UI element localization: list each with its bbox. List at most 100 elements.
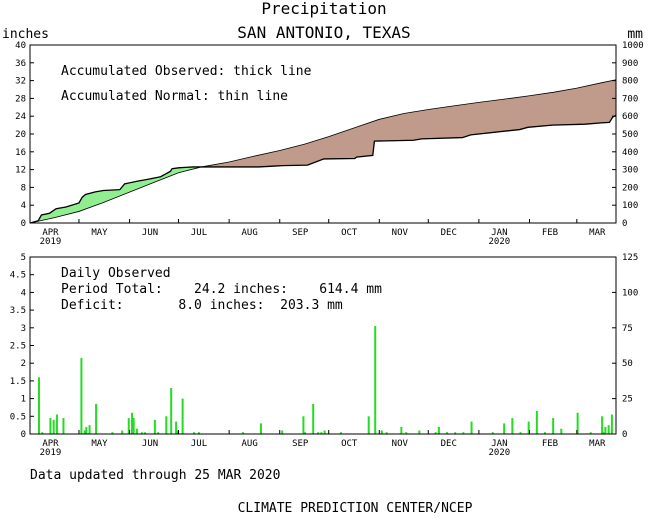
daily-bar: [323, 430, 326, 434]
data-updated-note: Data updated through 25 MAR 2020: [30, 468, 280, 483]
year-label: 2019: [40, 237, 62, 247]
y-tick-label-left: 0: [21, 430, 26, 440]
y-tick-label-right: 50: [622, 359, 633, 369]
month-label: APR: [42, 228, 59, 238]
daily-bar: [400, 426, 403, 434]
year-label: 2020: [489, 237, 511, 247]
daily-bar: [55, 414, 58, 434]
daily-bar: [589, 432, 592, 434]
y-tick-label-left: 0.5: [10, 412, 26, 422]
y-tick-label-left: 4: [21, 288, 26, 298]
month-label: JUL: [191, 439, 207, 449]
daily-bar: [175, 421, 178, 434]
daily-bar: [367, 416, 370, 434]
daily-bar: [95, 403, 98, 434]
daily-bar: [576, 412, 579, 434]
daily-bar: [491, 432, 494, 434]
daily-bar: [242, 432, 245, 434]
daily-bar: [304, 432, 307, 434]
month-label: OCT: [341, 228, 358, 238]
daily-heading: Daily Observed: [61, 266, 171, 281]
month-label: FEB: [542, 228, 558, 238]
month-label: FEB: [542, 439, 558, 449]
year-label: 2019: [40, 448, 62, 458]
daily-bar: [610, 414, 613, 434]
month-label: SEP: [292, 228, 309, 238]
daily-bar: [385, 432, 388, 434]
y-tick-label-left: 36: [15, 59, 26, 69]
accumulated-axes: 0481216202428323640010020030040050060070…: [15, 41, 644, 247]
daily-bar: [49, 418, 52, 434]
daily-bar: [121, 430, 124, 434]
daily-bar: [281, 430, 284, 434]
daily-bar: [320, 432, 323, 434]
daily-bar: [535, 410, 538, 434]
y-tick-label-left: 24: [15, 112, 26, 122]
daily-bar: [127, 418, 130, 434]
y-tick-label-left: 5: [21, 253, 26, 263]
daily-bar: [527, 421, 530, 434]
y-tick-label-right: 600: [622, 112, 638, 122]
left-unit-label: inches: [2, 27, 49, 42]
month-label: AUG: [241, 439, 257, 449]
daily-bar: [176, 430, 179, 434]
month-label: JUL: [191, 228, 207, 238]
month-label: MAR: [589, 228, 606, 238]
daily-bar: [83, 430, 86, 434]
month-label: JUN: [142, 439, 158, 449]
daily-bar: [602, 432, 605, 434]
month-label: MAY: [91, 228, 108, 238]
daily-bar: [153, 419, 156, 434]
daily-bar: [52, 419, 55, 434]
right-unit-label: mm: [627, 27, 643, 42]
month-label: MAY: [91, 439, 108, 449]
y-tick-label-left: 16: [15, 148, 26, 158]
daily-bar: [434, 432, 437, 434]
y-tick-label-right: 75: [622, 324, 633, 334]
month-label: SEP: [292, 439, 309, 449]
daily-bar: [170, 387, 173, 434]
daily-bar: [144, 432, 147, 434]
daily-bar: [259, 423, 262, 434]
daily-bar: [312, 403, 315, 434]
y-tick-label-right: 125: [622, 253, 638, 263]
y-tick-label-left: 3.5: [10, 306, 26, 316]
daily-bar: [462, 432, 465, 434]
daily-bar: [37, 377, 40, 434]
daily-bar: [560, 428, 563, 434]
y-tick-label-right: 100: [622, 201, 638, 211]
daily-bar: [511, 418, 514, 434]
accumulated-panel: 0481216202428323640010020030040050060070…: [15, 41, 644, 247]
period-total: Period Total: 24.2 inches: 614.4 mm: [61, 282, 382, 297]
month-label: JAN: [491, 439, 507, 449]
daily-axes: 00.511.522.533.544.550255075100125APR201…: [10, 253, 639, 458]
daily-bar: [88, 425, 91, 434]
y-tick-label-left: 12: [15, 166, 26, 176]
daily-bar: [140, 432, 143, 434]
daily-bar: [374, 326, 377, 434]
month-label: AUG: [241, 228, 257, 238]
daily-bar: [601, 416, 604, 434]
month-label: DEC: [441, 439, 457, 449]
chart-title: Precipitation: [261, 0, 386, 18]
y-tick-label-left: 20: [15, 130, 26, 140]
daily-bar: [157, 432, 160, 434]
y-tick-label-right: 900: [622, 59, 638, 69]
daily-bar: [604, 426, 607, 434]
y-tick-label-left: 1.5: [10, 377, 26, 387]
y-tick-label-right: 200: [622, 183, 638, 193]
y-tick-label-right: 0: [622, 219, 627, 229]
daily-bar: [380, 430, 383, 434]
daily-bar: [437, 426, 440, 434]
y-tick-label-left: 40: [15, 41, 26, 51]
deficit-area: [201, 79, 616, 167]
daily-bar: [132, 418, 135, 434]
y-tick-label-left: 4: [21, 201, 26, 211]
y-tick-label-right: 300: [622, 166, 638, 176]
chart-subtitle: SAN ANTONIO, TEXAS: [237, 23, 410, 42]
daily-bar: [339, 432, 342, 434]
month-label: NOV: [392, 439, 409, 449]
y-tick-label-right: 400: [622, 148, 638, 158]
y-tick-label-left: 28: [15, 94, 26, 104]
